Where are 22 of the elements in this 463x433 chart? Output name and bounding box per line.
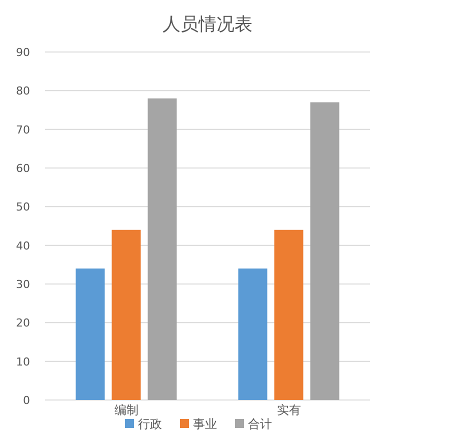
y-tick-label: 30 bbox=[16, 278, 30, 291]
legend-label: 合计 bbox=[248, 417, 272, 431]
legend-label: 事业 bbox=[193, 417, 217, 431]
bar bbox=[274, 230, 304, 400]
x-tick-label: 编制 bbox=[114, 403, 138, 417]
y-tick-label: 60 bbox=[16, 162, 30, 175]
legend-label: 行政 bbox=[138, 417, 162, 431]
y-tick-label: 20 bbox=[16, 316, 30, 330]
bar bbox=[76, 268, 105, 400]
x-tick-label: 实有 bbox=[276, 403, 301, 417]
y-tick-label: 50 bbox=[16, 200, 30, 214]
y-tick-label: 40 bbox=[16, 239, 30, 252]
y-tick-label: 10 bbox=[16, 355, 30, 368]
y-tick-label: 0 bbox=[23, 394, 30, 407]
bar bbox=[112, 230, 141, 400]
bar bbox=[148, 98, 177, 400]
y-tick-label: 70 bbox=[16, 123, 30, 136]
bar bbox=[310, 102, 340, 400]
bar bbox=[238, 268, 268, 400]
y-tick-label: 90 bbox=[16, 46, 30, 59]
y-tick-label: 80 bbox=[16, 84, 30, 98]
chart-title: 人员情况表 bbox=[162, 14, 252, 35]
